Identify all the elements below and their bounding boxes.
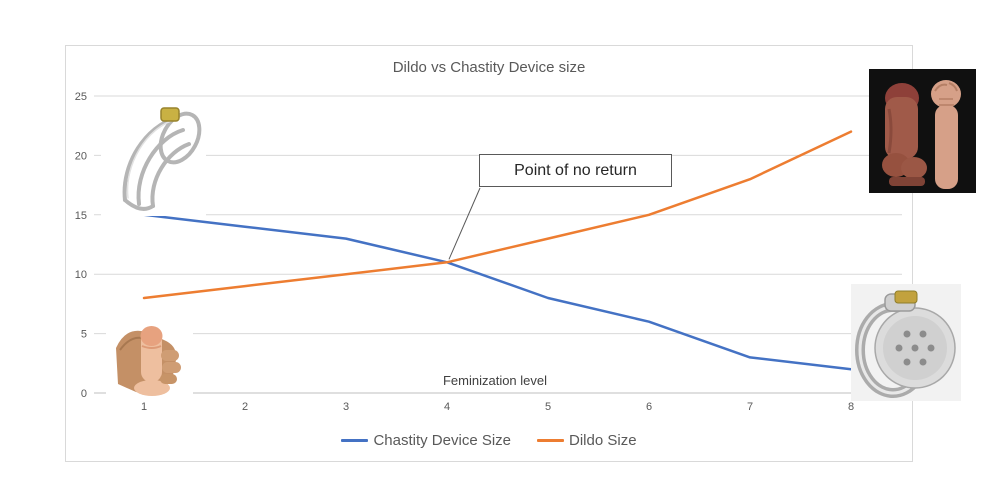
y-tick-label: 15 bbox=[75, 210, 87, 222]
steel-chastity-cage-photo bbox=[851, 284, 961, 401]
chart-title: Dildo vs Chastity Device size bbox=[392, 59, 586, 76]
y-tick-label: 20 bbox=[75, 150, 87, 162]
x-axis-title: Feminization level bbox=[442, 373, 548, 388]
x-tick-label: 7 bbox=[747, 401, 753, 413]
clear-chastity-cage-photo bbox=[101, 104, 206, 216]
x-tick-label: 8 bbox=[848, 401, 854, 413]
lock-icon bbox=[894, 290, 918, 304]
x-tick-label: 6 bbox=[646, 401, 652, 413]
giant-dildo-forearm-photo bbox=[869, 69, 976, 193]
series-line-dildo-size bbox=[142, 130, 853, 300]
lock-icon bbox=[160, 107, 180, 122]
x-tick-label: 4 bbox=[444, 401, 450, 413]
y-tick-label: 5 bbox=[81, 329, 87, 341]
y-tick-label: 10 bbox=[75, 269, 87, 281]
x-tick-label: 3 bbox=[343, 401, 349, 413]
y-tick-label: 25 bbox=[75, 91, 87, 103]
annotation-box: Point of no return bbox=[479, 154, 672, 187]
x-tick-label: 2 bbox=[242, 401, 248, 413]
legend-item-chastity: Chastity Device Size bbox=[341, 432, 511, 449]
y-tick-label: 0 bbox=[81, 388, 87, 400]
vent-holes bbox=[895, 330, 935, 366]
orange-line-swatch-icon bbox=[537, 439, 565, 442]
legend: Chastity Device Size Dildo Size bbox=[66, 432, 912, 449]
x-tick-label: 5 bbox=[545, 401, 551, 413]
annotation-text: Point of no return bbox=[514, 161, 637, 179]
annotation-leader-line bbox=[448, 187, 481, 260]
legend-label: Dildo Size bbox=[569, 432, 637, 449]
legend-label: Chastity Device Size bbox=[373, 432, 512, 449]
hand-holding-small-dildo-photo bbox=[106, 314, 193, 401]
series-line-chastity-device-size bbox=[142, 213, 853, 371]
x-tick-label: 1 bbox=[141, 401, 147, 413]
legend-item-dildo: Dildo Size bbox=[537, 432, 637, 449]
chart-frame: Dildo vs Chastity Device size 0 5 10 15 20 25… bbox=[65, 45, 976, 462]
blue-line-swatch-icon bbox=[341, 439, 369, 442]
